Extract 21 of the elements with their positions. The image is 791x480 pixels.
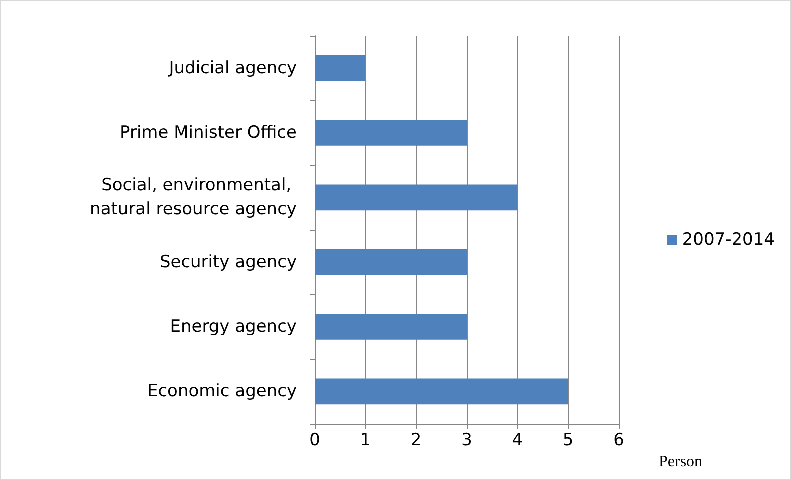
x-tick-label: 4 — [512, 430, 524, 450]
bar — [315, 378, 568, 405]
y-tick-label: Judicial agency — [168, 58, 297, 78]
y-tick-label: Prime Minister Office — [120, 123, 297, 143]
y-tick-label: Energy agency — [170, 317, 297, 337]
x-tick-label: 5 — [562, 430, 574, 450]
bar — [315, 314, 467, 340]
x-tick-label: 0 — [310, 430, 320, 450]
bar — [315, 249, 467, 276]
y-tick-label: Social, environmental, natural resource agency — [90, 176, 297, 220]
bar — [315, 120, 467, 146]
x-tick-label: 1 — [360, 430, 372, 450]
legend-label: 2007-2014 — [682, 230, 776, 250]
bar — [315, 184, 518, 211]
x-tick-label: 3 — [462, 430, 472, 450]
bar — [315, 55, 366, 82]
x-axis-title: Person — [659, 454, 703, 470]
x-tick-label: 2 — [410, 430, 422, 450]
y-tick-label: Security agency — [160, 252, 297, 272]
x-tick-label: 6 — [614, 430, 624, 450]
y-tick-label: Economic agency — [147, 382, 297, 402]
